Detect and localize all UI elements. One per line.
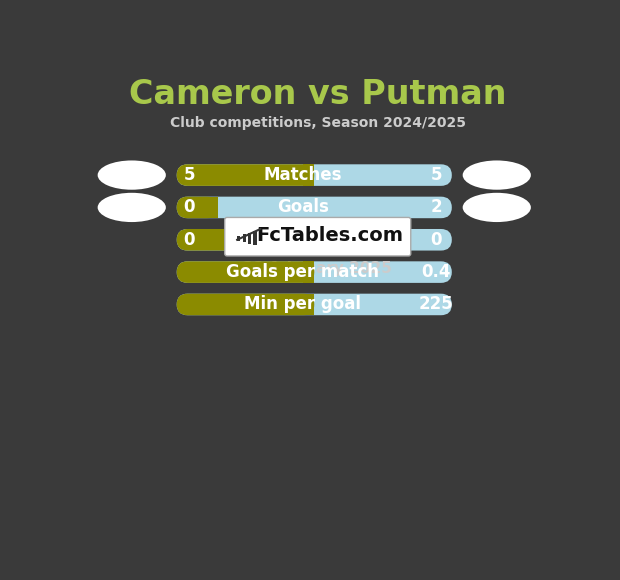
FancyBboxPatch shape [177, 229, 314, 251]
Text: 0: 0 [184, 198, 195, 216]
Bar [303, 229, 314, 251]
Text: Club competitions, Season 2024/2025: Club competitions, Season 2024/2025 [170, 116, 466, 130]
Text: 5: 5 [430, 166, 442, 184]
Text: 0: 0 [430, 231, 442, 249]
Text: Min per goal: Min per goal [244, 295, 361, 313]
FancyBboxPatch shape [177, 262, 452, 283]
FancyBboxPatch shape [177, 262, 314, 283]
Bar [248, 233, 251, 244]
Text: FcTables.com: FcTables.com [256, 226, 403, 245]
Ellipse shape [463, 193, 531, 222]
Bar [237, 236, 241, 241]
Ellipse shape [463, 161, 531, 190]
Bar [303, 293, 314, 316]
Text: Hattricks: Hattricks [260, 231, 345, 249]
Text: 22 february 2025: 22 february 2025 [243, 261, 392, 276]
Bar [242, 234, 246, 242]
Text: 5: 5 [184, 166, 195, 184]
Ellipse shape [98, 161, 166, 190]
Text: 225: 225 [419, 295, 454, 313]
Bar [207, 197, 218, 218]
FancyBboxPatch shape [177, 293, 452, 316]
Bar [254, 231, 257, 245]
FancyBboxPatch shape [224, 218, 410, 256]
Text: Matches: Matches [264, 166, 342, 184]
Text: 0: 0 [184, 231, 195, 249]
Bar [303, 164, 314, 186]
FancyBboxPatch shape [177, 229, 452, 251]
Text: Goals: Goals [277, 198, 329, 216]
Text: Cameron vs Putman: Cameron vs Putman [129, 78, 507, 111]
Text: Goals per match: Goals per match [226, 263, 379, 281]
FancyBboxPatch shape [177, 164, 314, 186]
Text: 2: 2 [430, 198, 442, 216]
Ellipse shape [98, 193, 166, 222]
FancyBboxPatch shape [177, 293, 314, 316]
FancyBboxPatch shape [177, 164, 452, 186]
FancyBboxPatch shape [177, 197, 218, 218]
Bar [303, 262, 314, 283]
FancyBboxPatch shape [177, 197, 452, 218]
Text: 0.4: 0.4 [422, 263, 451, 281]
